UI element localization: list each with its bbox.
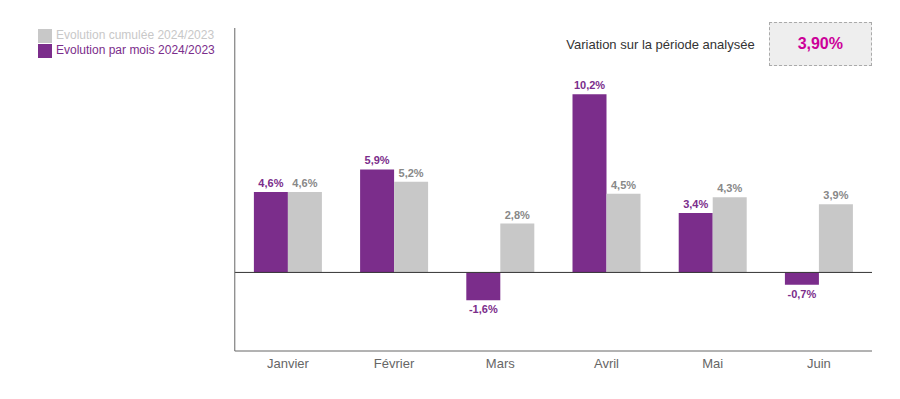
svg-text:Mai: Mai: [702, 356, 723, 371]
svg-text:10,2%: 10,2%: [574, 79, 605, 91]
svg-text:3,9%: 3,9%: [823, 189, 848, 201]
svg-text:4,6%: 4,6%: [258, 177, 283, 189]
html-text:Variation sur la période analy: Variation sur la période analysée: [566, 36, 755, 52]
svg-text:4,3%: 4,3%: [717, 182, 742, 194]
html-text:Evolution par mois 2024/2023: Evolution par mois 2024/2023: [56, 42, 215, 57]
svg-text:Février: Février: [374, 356, 415, 371]
svg-text:5,2%: 5,2%: [399, 167, 424, 179]
svg-text:2,8%: 2,8%: [505, 209, 530, 221]
html-text:3,90%: 3,90%: [797, 35, 843, 52]
svg-text:5,9%: 5,9%: [365, 154, 390, 166]
svg-text:Janvier: Janvier: [267, 356, 310, 371]
svg-text:4,6%: 4,6%: [292, 177, 317, 189]
svg-text:4,5%: 4,5%: [611, 179, 636, 191]
svg-text:3,4%: 3,4%: [683, 198, 708, 210]
svg-text:Juin: Juin: [807, 356, 831, 371]
svg-text:Mars: Mars: [486, 356, 515, 371]
html-text:Evolution cumulée 2024/2023: Evolution cumulée 2024/2023: [56, 28, 215, 42]
svg-text:Avril: Avril: [594, 356, 619, 371]
svg-text:-0,7%: -0,7%: [788, 288, 817, 300]
svg-text:-1,6%: -1,6%: [469, 303, 498, 315]
